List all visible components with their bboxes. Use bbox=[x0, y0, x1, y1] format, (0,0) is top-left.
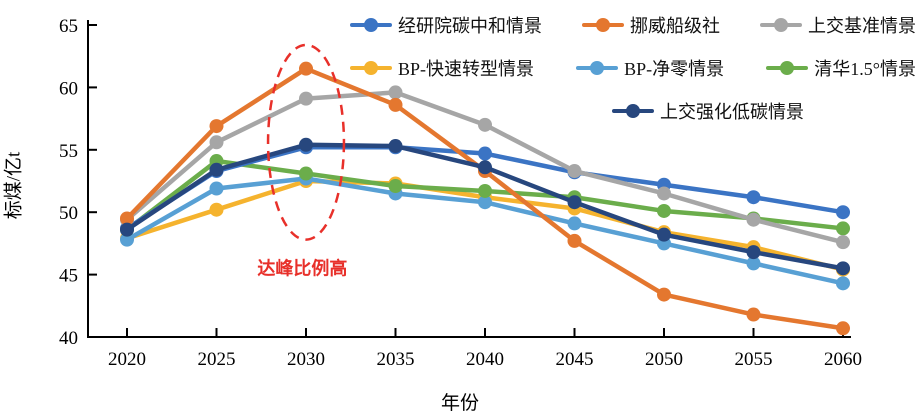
data-point bbox=[746, 212, 761, 227]
legend-label: BP-快速转型情景 bbox=[398, 59, 535, 79]
legend-item-qinghua: 清华1.5°情景 bbox=[766, 55, 916, 81]
legend-label: 挪威船级社 bbox=[630, 16, 720, 36]
legend-line-dot-icon bbox=[766, 61, 809, 75]
x-tick-label: 2025 bbox=[198, 349, 236, 370]
data-point bbox=[567, 164, 582, 179]
x-tick-label: 2030 bbox=[287, 349, 325, 370]
y-tick-label: 60 bbox=[59, 78, 78, 99]
x-tick-label: 2060 bbox=[824, 349, 862, 370]
data-point bbox=[657, 227, 671, 242]
data-point bbox=[746, 256, 761, 271]
data-point bbox=[120, 232, 134, 247]
legend-line-dot-icon bbox=[760, 18, 802, 32]
legend-label: BP-净零情景 bbox=[624, 59, 725, 79]
legend-line-dot-icon bbox=[350, 18, 392, 32]
legend-line-dot-icon bbox=[576, 61, 619, 75]
data-point bbox=[836, 205, 850, 220]
data-point bbox=[388, 139, 403, 154]
peak-annotation-text: 达峰比例高 bbox=[257, 258, 347, 279]
legend-line-dot-icon bbox=[582, 18, 624, 32]
data-point bbox=[836, 261, 850, 276]
data-point bbox=[478, 160, 492, 175]
data-point bbox=[299, 137, 313, 152]
data-point bbox=[120, 211, 134, 226]
data-point bbox=[657, 287, 671, 302]
legend-label: 经研院碳中和情景 bbox=[398, 16, 542, 36]
y-tick-label: 40 bbox=[59, 328, 78, 349]
data-point bbox=[478, 146, 492, 161]
data-point bbox=[299, 61, 313, 76]
y-tick-label: 45 bbox=[59, 266, 78, 287]
data-point bbox=[657, 186, 671, 201]
data-point bbox=[836, 221, 850, 236]
legend-item-nuowei: 挪威船级社 bbox=[582, 12, 720, 38]
legend-label: 上交基准情景 bbox=[808, 16, 916, 36]
data-point bbox=[567, 233, 582, 248]
data-point bbox=[836, 321, 850, 336]
x-tick-label: 2040 bbox=[466, 349, 504, 370]
x-tick-label: 2055 bbox=[735, 349, 773, 370]
x-tick-label: 2050 bbox=[645, 349, 683, 370]
data-point bbox=[836, 235, 850, 250]
data-point bbox=[209, 202, 224, 217]
legend-item-bp-jingling: BP-净零情景 bbox=[576, 55, 724, 81]
data-point bbox=[388, 178, 403, 193]
legend-label: 清华1.5°情景 bbox=[814, 59, 916, 79]
data-point bbox=[746, 307, 761, 322]
x-tick-label: 2035 bbox=[377, 349, 415, 370]
data-point bbox=[209, 119, 224, 134]
data-point bbox=[478, 183, 492, 198]
data-point bbox=[746, 245, 761, 260]
data-point bbox=[388, 97, 403, 112]
data-point bbox=[388, 85, 403, 100]
data-point bbox=[478, 117, 492, 132]
y-tick-label: 55 bbox=[59, 141, 78, 162]
data-point bbox=[299, 166, 313, 181]
data-point bbox=[209, 181, 224, 196]
data-point bbox=[567, 195, 582, 210]
data-point bbox=[567, 216, 582, 231]
data-point bbox=[478, 195, 492, 210]
data-point bbox=[209, 162, 224, 177]
data-point bbox=[299, 91, 313, 106]
x-tick-label: 2020 bbox=[108, 349, 146, 370]
data-point bbox=[657, 203, 671, 218]
data-point bbox=[836, 276, 850, 291]
x-axis-title: 年份 bbox=[440, 393, 479, 414]
peak-highlight-ellipse bbox=[266, 43, 346, 241]
legend-line-dot-icon bbox=[350, 61, 392, 75]
legend: 经研院碳中和情景 挪威船级社 上交基准情景 BP-快速转型情景 BP-净零情景 bbox=[350, 12, 916, 124]
legend-label: 上交强化低碳情景 bbox=[660, 102, 804, 122]
legend-item-shangjiao-jizhun: 上交基准情景 bbox=[760, 12, 916, 38]
legend-item-bp-kuaisu: BP-快速转型情景 bbox=[350, 55, 534, 81]
y-axis-title: 标煤/亿t bbox=[3, 151, 25, 220]
legend-item-jingyanyuan: 经研院碳中和情景 bbox=[350, 12, 542, 38]
y-tick-label: 65 bbox=[59, 16, 78, 37]
y-tick-label: 50 bbox=[59, 203, 78, 224]
data-point bbox=[746, 190, 761, 205]
data-point bbox=[209, 135, 224, 150]
x-tick-label: 2045 bbox=[556, 349, 594, 370]
legend-line-dot-icon bbox=[612, 104, 654, 118]
legend-item-shangjiao-qianghua: 上交强化低碳情景 bbox=[612, 98, 804, 124]
data-point bbox=[120, 222, 134, 237]
